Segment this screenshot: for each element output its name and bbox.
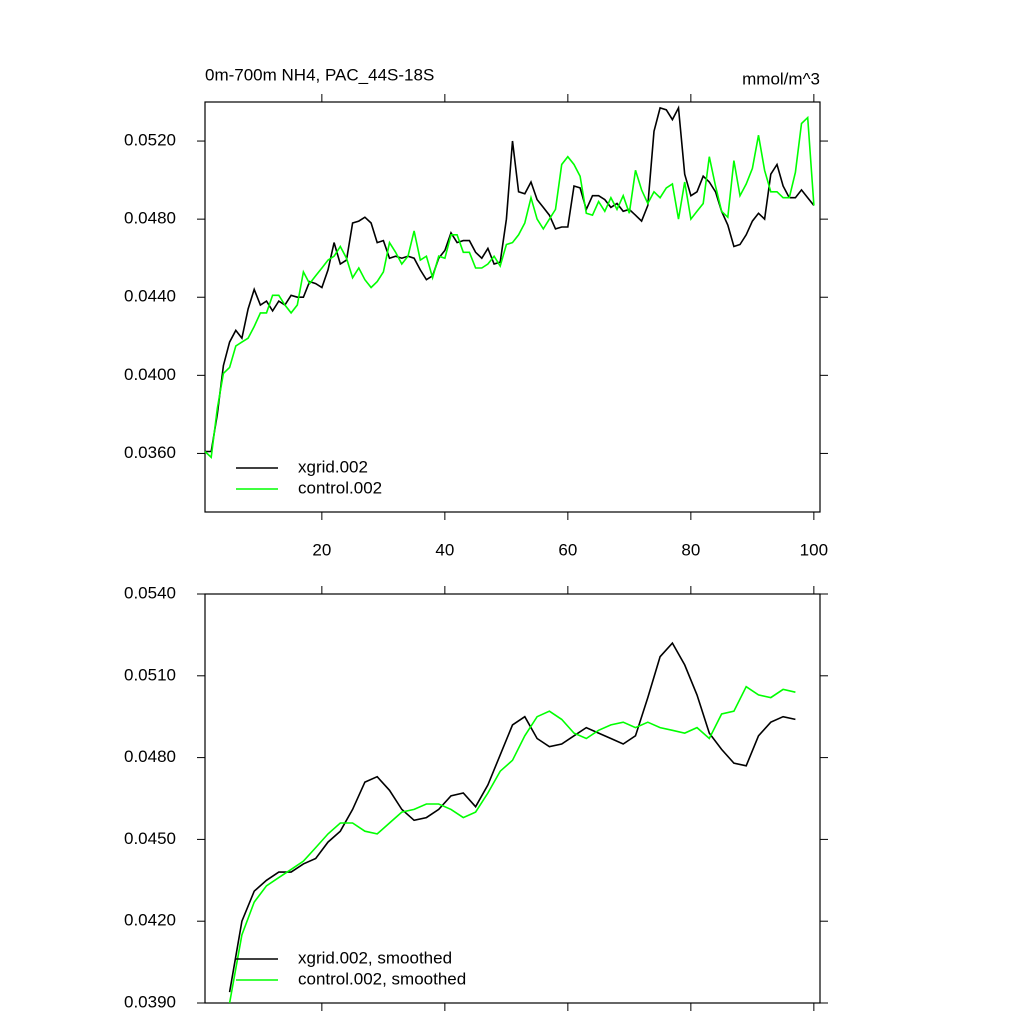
y-tick-label: 0.0540: [124, 583, 176, 602]
legend-label: xgrid.002: [298, 457, 368, 476]
x-tick-label: 20: [312, 540, 331, 559]
legend-label: xgrid.002, smoothed: [298, 948, 452, 967]
x-tick-label: 40: [435, 540, 454, 559]
data-line: [204, 115, 815, 459]
x-tick-label: 100: [800, 540, 828, 559]
y-tick-label: 0.0480: [124, 747, 176, 766]
legend-label: control.002: [298, 478, 382, 497]
y-tick-label: 0.0520: [124, 131, 176, 150]
y-tick-label: 0.0450: [124, 829, 176, 848]
y-tick-label: 0.0420: [124, 911, 176, 930]
y-tick-label: 0.0400: [124, 365, 176, 384]
x-tick-label: 60: [558, 540, 577, 559]
units-label: mmol/m^3: [742, 69, 820, 88]
data-line: [228, 641, 796, 993]
y-tick-label: 0.0390: [124, 992, 176, 1011]
legend-label: control.002, smoothed: [298, 969, 466, 988]
plot-frame: [204, 101, 821, 513]
plot-frame: [204, 593, 821, 1004]
y-tick-label: 0.0510: [124, 665, 176, 684]
y-tick-label: 0.0360: [124, 443, 176, 462]
x-tick-label: 80: [681, 540, 700, 559]
y-tick-label: 0.0440: [124, 287, 176, 306]
data-line: [205, 105, 815, 453]
chart-title: 0m-700m NH4, PAC_44S-18S: [205, 65, 434, 84]
y-tick-label: 0.0480: [124, 209, 176, 228]
data-line: [228, 685, 796, 1004]
